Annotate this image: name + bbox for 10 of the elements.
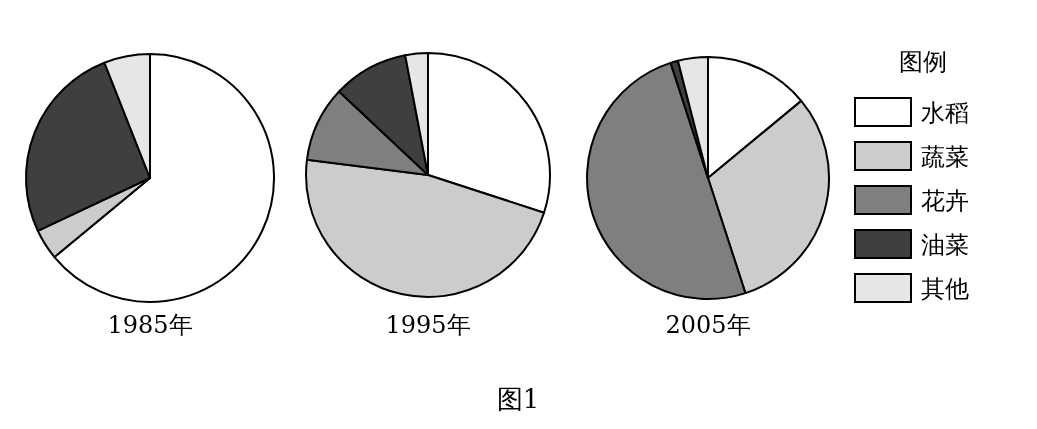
- caption: 图1: [496, 384, 540, 414]
- legend-label: 蔬菜: [921, 143, 969, 171]
- legend-label: 其他: [921, 275, 969, 303]
- legend-label: 水稻: [921, 99, 969, 127]
- legend-label: 油菜: [921, 231, 969, 259]
- text: 2005年: [665, 311, 751, 339]
- legend-title: 图例: [899, 48, 947, 76]
- text: 1995年: [385, 311, 471, 339]
- legend-label: 花卉: [921, 187, 969, 215]
- text: 1985年: [107, 311, 193, 339]
